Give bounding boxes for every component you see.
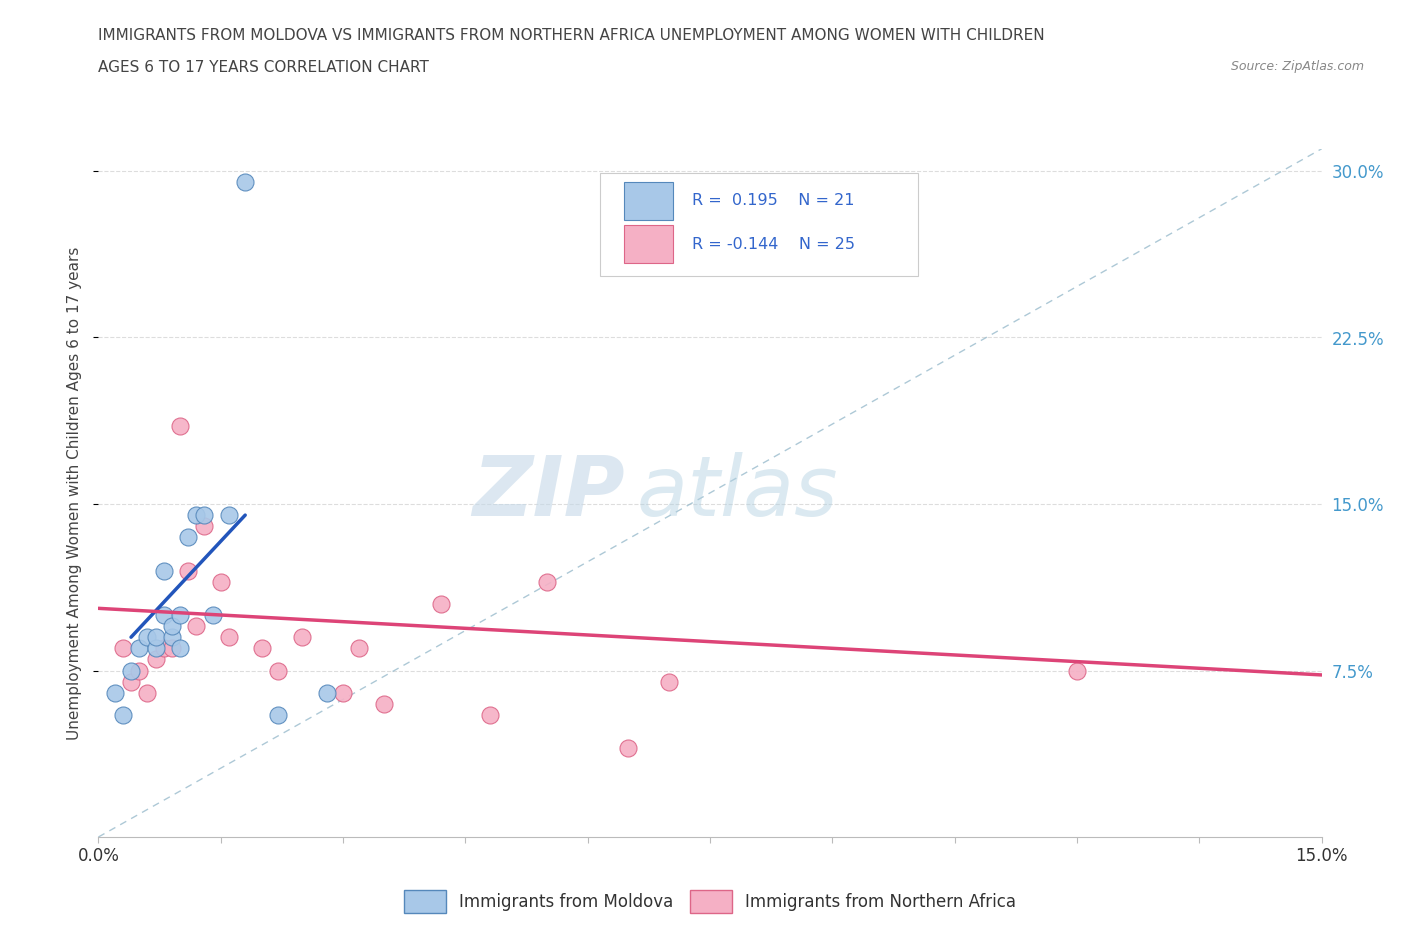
Text: atlas: atlas [637,452,838,534]
Point [218,508,240,523]
Bar [624,225,673,263]
Text: ZIP: ZIP [472,452,624,534]
Point [186,508,208,523]
Point [193,519,215,534]
Point [169,641,191,656]
Point [536,574,558,589]
Legend: Immigrants from Moldova, Immigrants from Northern Africa: Immigrants from Moldova, Immigrants from… [399,884,1021,918]
Point [267,663,290,678]
Point [128,641,150,656]
Point [152,564,174,578]
Point [111,641,134,656]
Point [430,596,453,611]
Point [136,685,159,700]
Text: IMMIGRANTS FROM MOLDOVA VS IMMIGRANTS FROM NORTHERN AFRICA UNEMPLOYMENT AMONG WO: IMMIGRANTS FROM MOLDOVA VS IMMIGRANTS FR… [98,28,1045,43]
Point [233,175,256,190]
Text: Source: ZipAtlas.com: Source: ZipAtlas.com [1230,60,1364,73]
Point [160,630,183,644]
Point [373,697,395,711]
Point [177,564,200,578]
Point [145,652,167,667]
Text: R =  0.195    N = 21: R = 0.195 N = 21 [692,193,855,208]
Point [104,685,127,700]
Point [136,630,159,644]
Point [120,663,142,678]
Text: AGES 6 TO 17 YEARS CORRELATION CHART: AGES 6 TO 17 YEARS CORRELATION CHART [98,60,429,75]
Point [267,708,290,723]
Point [193,508,215,523]
Point [478,708,501,723]
Point [617,741,640,756]
Point [332,685,354,700]
Point [152,641,174,656]
Point [349,641,371,656]
Point [250,641,273,656]
Point [145,630,167,644]
Point [658,674,681,689]
Point [201,607,224,622]
Point [186,618,208,633]
Point [160,641,183,656]
FancyBboxPatch shape [600,173,918,276]
Point [169,418,191,433]
Point [209,574,232,589]
Point [152,607,174,622]
Point [128,663,150,678]
Text: R = -0.144    N = 25: R = -0.144 N = 25 [692,236,855,252]
Point [177,530,200,545]
Bar [624,182,673,219]
Point [160,618,183,633]
Point [218,630,240,644]
Point [169,607,191,622]
Y-axis label: Unemployment Among Women with Children Ages 6 to 17 years: Unemployment Among Women with Children A… [67,246,83,739]
Point [291,630,314,644]
Point [1066,663,1088,678]
Point [111,708,134,723]
Point [145,641,167,656]
Point [120,674,142,689]
Point [315,685,337,700]
